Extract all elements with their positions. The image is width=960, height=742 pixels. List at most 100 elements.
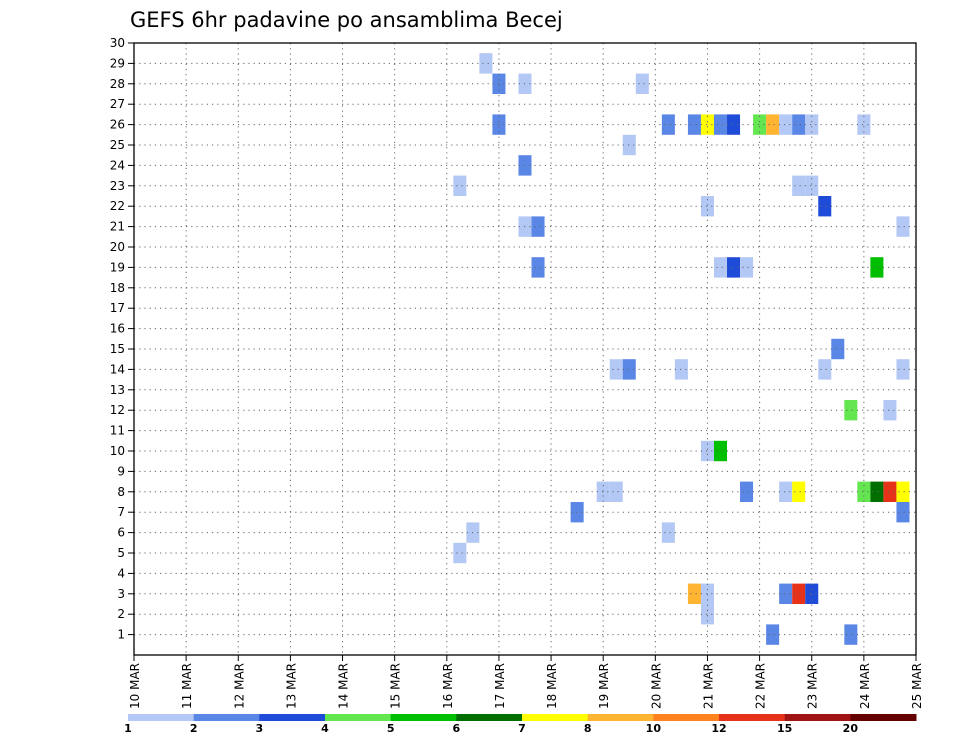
y-tick-label: 14 — [110, 362, 125, 376]
precip-cell — [661, 522, 675, 543]
legend-swatch — [128, 714, 195, 721]
precip-cell — [700, 196, 714, 217]
precip-cell — [531, 257, 545, 278]
cells-layer — [453, 53, 910, 645]
y-tick-label: 28 — [110, 77, 125, 91]
precip-cell — [727, 257, 741, 278]
x-tick-label: 15 MAR — [389, 663, 403, 709]
precip-cell — [792, 175, 806, 196]
y-tick-label: 30 — [110, 36, 125, 50]
y-tick-label: 18 — [110, 281, 125, 295]
precip-cell — [713, 114, 728, 135]
legend-label: 7 — [518, 722, 526, 735]
y-tick-label: 7 — [117, 505, 125, 519]
precip-cell — [740, 481, 754, 502]
legend-label: 5 — [387, 722, 395, 735]
x-tick-label: 11 MAR — [180, 663, 194, 709]
y-tick-label: 13 — [110, 383, 125, 397]
color-legend: 1 2 3 4 5 6 7 8 10 12 15 20 — [124, 714, 917, 735]
legend-swatch — [784, 714, 851, 721]
precip-cell — [896, 481, 910, 502]
precip-cell — [870, 481, 884, 502]
y-tick-label: 10 — [110, 444, 125, 458]
precip-cell — [622, 359, 636, 380]
precip-cell — [609, 481, 623, 502]
precip-cell — [609, 359, 623, 380]
precip-cell — [766, 114, 780, 135]
precip-cell — [896, 502, 910, 523]
legend-swatch — [390, 714, 457, 721]
precip-cell — [727, 114, 741, 135]
legend-swatch — [193, 714, 260, 721]
x-tick-label: 24 MAR — [858, 663, 872, 709]
y-tick-label: 12 — [110, 403, 125, 417]
y-tick-label: 23 — [110, 179, 125, 193]
precip-cell — [792, 114, 806, 135]
x-tick-label: 21 MAR — [701, 663, 715, 709]
precip-cell — [479, 53, 493, 74]
precip-cell — [818, 196, 832, 217]
y-axis: 1234567891011121314151617181920212223242… — [110, 36, 134, 642]
x-tick-label: 17 MAR — [493, 663, 507, 709]
precip-cell — [753, 114, 767, 135]
precip-cell — [674, 359, 688, 380]
precip-cell — [766, 624, 780, 645]
legend-swatch — [587, 714, 654, 721]
x-tick-label: 25 MAR — [910, 663, 924, 709]
y-tick-label: 1 — [117, 628, 125, 642]
precip-cell — [883, 481, 897, 502]
precip-cell — [700, 440, 714, 462]
legend-label: 20 — [843, 722, 859, 735]
precip-cell — [883, 400, 897, 421]
precip-cell — [779, 114, 793, 135]
legend-swatch — [719, 714, 786, 721]
x-tick-label: 23 MAR — [806, 663, 820, 709]
legend-label: 3 — [256, 722, 264, 735]
precip-cell — [805, 583, 819, 604]
x-tick-label: 18 MAR — [545, 663, 559, 709]
grid-layer — [134, 42, 916, 655]
y-tick-label: 17 — [110, 301, 125, 315]
precip-cell — [453, 175, 467, 196]
precip-cell — [818, 359, 832, 380]
y-tick-label: 2 — [117, 607, 125, 621]
precip-cell — [700, 604, 714, 625]
precip-cell — [779, 481, 793, 502]
legend-swatch — [456, 714, 523, 721]
y-tick-label: 3 — [117, 587, 125, 601]
precip-cell — [805, 114, 819, 135]
y-tick-label: 19 — [110, 260, 125, 274]
precip-cell — [713, 440, 728, 462]
y-tick-label: 27 — [110, 97, 125, 111]
legend-label: 1 — [124, 722, 132, 735]
precip-cell — [622, 134, 636, 156]
precip-cell — [857, 481, 871, 502]
y-tick-label: 5 — [117, 546, 125, 560]
precip-cell — [857, 114, 871, 135]
x-tick-label: 14 MAR — [337, 663, 351, 709]
precip-cell — [792, 481, 806, 502]
y-tick-label: 6 — [117, 526, 125, 540]
precip-cell — [844, 400, 858, 421]
precip-cell — [870, 257, 884, 278]
y-tick-label: 9 — [117, 464, 125, 478]
precip-cell — [896, 359, 910, 380]
x-tick-label: 19 MAR — [597, 663, 611, 709]
precip-cell — [531, 216, 545, 237]
y-tick-label: 4 — [117, 566, 125, 580]
legend-label: 6 — [453, 722, 461, 735]
legend-swatch — [259, 714, 326, 721]
y-tick-label: 15 — [110, 342, 125, 356]
precip-cell — [687, 583, 701, 604]
precip-cell — [831, 338, 845, 360]
y-tick-label: 21 — [110, 220, 125, 234]
x-tick-label: 13 MAR — [284, 663, 298, 709]
x-tick-label: 16 MAR — [441, 663, 455, 709]
precip-cell — [687, 114, 701, 135]
x-tick-label: 22 MAR — [754, 663, 768, 709]
precip-cell — [661, 114, 675, 135]
legend-label: 15 — [777, 722, 792, 735]
legend-swatch — [325, 714, 392, 721]
legend-label: 2 — [190, 722, 198, 735]
